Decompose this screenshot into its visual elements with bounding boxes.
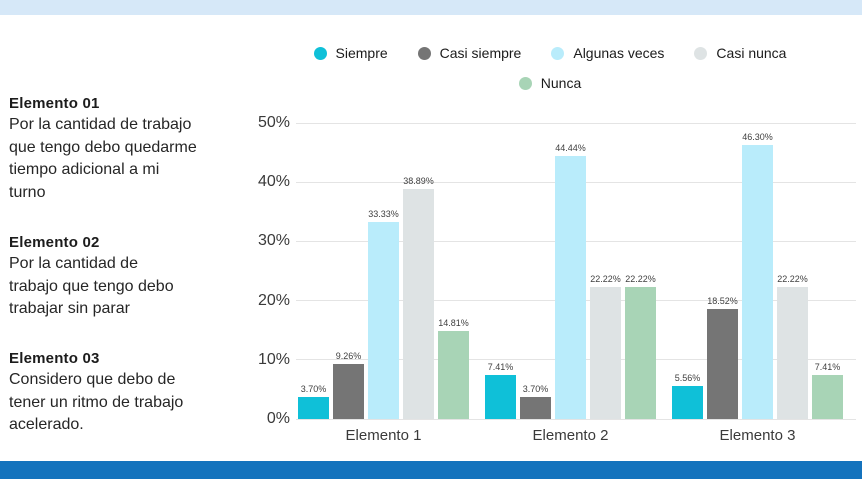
bar	[625, 287, 656, 419]
bar	[672, 386, 703, 419]
bar	[333, 364, 364, 419]
bar-value-label: 3.70%	[522, 384, 549, 395]
bar-value-label: 3.70%	[300, 384, 327, 395]
legend-label: Siempre	[335, 45, 388, 61]
bar	[298, 397, 329, 419]
element-03-description: Elemento 03 Considero que debo de tener …	[9, 350, 245, 437]
bar	[403, 188, 434, 419]
bar	[555, 155, 586, 419]
legend-swatch-icon	[313, 46, 327, 60]
element-02-body: Por la cantidad de trabajo que tengo deb…	[9, 255, 174, 317]
bar-value-label: 5.56%	[674, 373, 701, 384]
legend-swatch-icon	[694, 46, 708, 60]
element-03-body: Considero que debo de tener un ritmo de …	[9, 371, 184, 433]
gridline	[296, 418, 856, 420]
bar-value-label: 38.89%	[403, 175, 434, 186]
legend-row: Nunca	[518, 75, 582, 91]
bar-value-label: 7.41%	[814, 362, 841, 373]
bar	[368, 221, 399, 419]
bar-value-label: 44.44%	[555, 142, 586, 153]
y-tick-label: 40%	[257, 173, 290, 191]
bar-value-label: 33.33%	[368, 208, 399, 219]
y-tick-label: 50%	[257, 114, 290, 131]
bar	[707, 309, 738, 419]
bar	[742, 144, 773, 419]
y-tick-label: 0%	[266, 410, 290, 427]
y-tick-label: 10%	[257, 350, 290, 368]
bar	[590, 287, 621, 419]
legend-item: Casi siempre	[417, 45, 522, 61]
chart-legend: Siempre Casi siempre Algunas veces Casi nun…	[260, 45, 840, 91]
top-border-strip	[0, 0, 862, 15]
legend-label: Nunca	[540, 75, 582, 91]
bar-value-label: 46.30%	[742, 131, 773, 142]
bottom-border-strip	[0, 461, 862, 479]
element-01-body: Por la cantidad de trabajo que tengo deb…	[9, 116, 197, 201]
legend-swatch-icon	[518, 76, 532, 90]
bar	[485, 375, 516, 419]
legend-label: Casi siempre	[439, 45, 522, 61]
bar-value-label: 22.22%	[777, 274, 808, 285]
bar-value-label: 22.22%	[590, 274, 621, 285]
legend-item: Algunas veces	[551, 45, 664, 61]
legend-row: Siempre Casi siempre Algunas veces Casi nun…	[313, 45, 786, 61]
element-01-description: Elemento 01 Por la cantidad de trabajo q…	[9, 95, 245, 204]
bar-value-label: 7.41%	[487, 362, 514, 373]
bar	[812, 375, 843, 419]
element-03-title: Elemento 03	[9, 350, 100, 367]
bar-value-label: 14.81%	[438, 318, 469, 329]
element-02-title: Elemento 02	[9, 234, 100, 251]
legend-item: Nunca	[518, 75, 582, 91]
element-01-title: Elemento 01	[9, 95, 100, 112]
bar	[438, 331, 469, 419]
bar-value-label: 22.22%	[625, 274, 656, 285]
x-tick-label: Elemento 2	[532, 427, 609, 444]
bar	[520, 397, 551, 419]
bar	[777, 287, 808, 419]
legend-swatch-icon	[417, 46, 431, 60]
legend-item: Casi nunca	[694, 45, 786, 61]
element-02-description: Elemento 02 Por la cantidad de trabajo q…	[9, 234, 245, 321]
x-tick-label: Elemento 3	[719, 427, 796, 444]
plot-area: 3.70% 9.26% 33.33% 38.89% 14.81% Elemento 1 7.…	[296, 122, 856, 444]
gridline	[296, 122, 856, 124]
y-tick-label: 20%	[257, 291, 290, 309]
x-tick-label: Elemento 1	[345, 427, 422, 444]
legend-item: Siempre	[313, 45, 388, 61]
legend-label: Algunas veces	[573, 45, 665, 61]
bar-value-label: 18.52%	[707, 296, 738, 307]
y-axis-labels: 0% 10% 20% 30% 40% 50%	[210, 114, 290, 427]
legend-swatch-icon	[551, 46, 565, 60]
y-tick-label: 30%	[257, 232, 290, 250]
legend-label: Casi nunca	[716, 45, 787, 61]
bar-value-label: 9.26%	[335, 351, 362, 362]
